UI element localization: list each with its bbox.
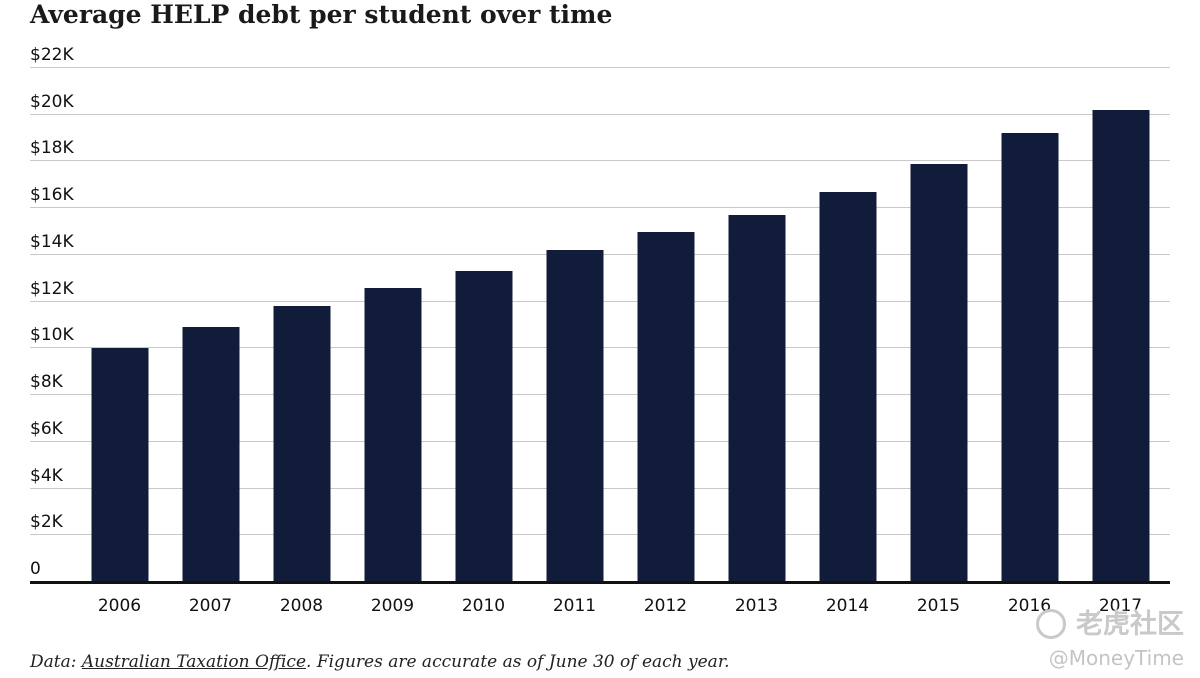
bar-column-2015: 2015 — [893, 68, 984, 615]
tiger-logo-icon — [1036, 609, 1066, 639]
x-tick-label: 2007 — [188, 596, 233, 616]
bar-2015 — [910, 163, 967, 582]
y-tick-label: $16K — [30, 185, 74, 206]
x-tick-label: 2010 — [461, 596, 506, 616]
bar-column-2012: 2012 — [620, 68, 711, 615]
bar-2006 — [91, 348, 148, 582]
y-tick-label: $20K — [30, 91, 74, 112]
bar-2013 — [728, 215, 785, 582]
bar-column-2009: 2009 — [347, 68, 438, 615]
bar-column-2010: 2010 — [438, 68, 529, 615]
y-tick-label: 0 — [30, 559, 41, 579]
y-tick-label: $4K — [30, 465, 63, 486]
bars-layer: 2006 2007 2008 2009 2010 2011 2012 2013 2014 2015… — [74, 68, 1166, 615]
y-tick-label: $18K — [30, 138, 74, 159]
y-tick-label: $22K — [30, 45, 74, 65]
x-tick-label: 2012 — [643, 596, 688, 616]
watermark: 老虎社区 @MoneyTime — [1036, 609, 1184, 668]
gridline: $16K — [30, 187, 1170, 209]
x-tick-label: 2013 — [734, 596, 779, 616]
bar-column-2016: 2016 — [984, 68, 1075, 615]
y-tick-label: $6K — [30, 418, 63, 439]
bar-2016 — [1001, 133, 1058, 582]
bar-2011 — [546, 250, 603, 582]
x-tick-label: 2009 — [370, 596, 415, 616]
y-tick-label: $8K — [30, 372, 63, 393]
bar-column-2008: 2008 — [256, 68, 347, 615]
plot-area: 0 $2K $4K $6K $8K $10K $12K $14K $16K $18K $20K $22… — [30, 47, 1170, 615]
watermark-logo-text: 老虎社区 — [1076, 608, 1184, 640]
bar-column-2007: 2007 — [165, 68, 256, 615]
y-tick-label: $2K — [30, 512, 63, 533]
bar-2009 — [364, 287, 421, 582]
bar-2008 — [273, 306, 330, 582]
bar-2007 — [182, 327, 239, 582]
bar-column-2013: 2013 — [711, 68, 802, 615]
chart-footer: Data: Australian Taxation Office. Figure… — [30, 652, 729, 672]
bar-column-2006: 2006 — [74, 68, 165, 615]
bar-2010 — [455, 271, 512, 582]
bar-column-2017: 2017 — [1075, 68, 1166, 615]
chart-title: Average HELP debt per student over time — [30, 0, 613, 29]
footer-data-label: Data: — [30, 652, 82, 672]
x-tick-label: 2006 — [97, 596, 142, 616]
gridline: $22K — [30, 47, 1170, 68]
x-tick-label: 2011 — [552, 596, 597, 616]
x-tick-label: 2014 — [825, 596, 870, 616]
y-tick-label: $12K — [30, 278, 74, 299]
gridline: $20K — [30, 93, 1170, 115]
x-tick-label: 2017 — [1098, 596, 1143, 616]
watermark-handle: @MoneyTime — [1048, 646, 1184, 670]
x-axis-baseline — [30, 581, 1170, 584]
bar-column-2011: 2011 — [529, 68, 620, 615]
bar-2012 — [637, 231, 694, 582]
y-tick-label: $10K — [30, 325, 74, 346]
x-tick-label: 2015 — [916, 596, 961, 616]
y-tick-label: $14K — [30, 231, 74, 252]
gridline: $18K — [30, 140, 1170, 162]
bar-2014 — [819, 191, 876, 582]
bar-column-2014: 2014 — [802, 68, 893, 615]
x-tick-label: 2016 — [1007, 596, 1052, 616]
footer-note: . Figures are accurate as of June 30 of … — [306, 652, 730, 672]
data-source-link[interactable]: Australian Taxation Office — [81, 652, 307, 672]
watermark-logo-row: 老虎社区 — [1036, 609, 1184, 639]
x-tick-label: 2008 — [279, 596, 324, 616]
bar-2017 — [1092, 110, 1149, 582]
